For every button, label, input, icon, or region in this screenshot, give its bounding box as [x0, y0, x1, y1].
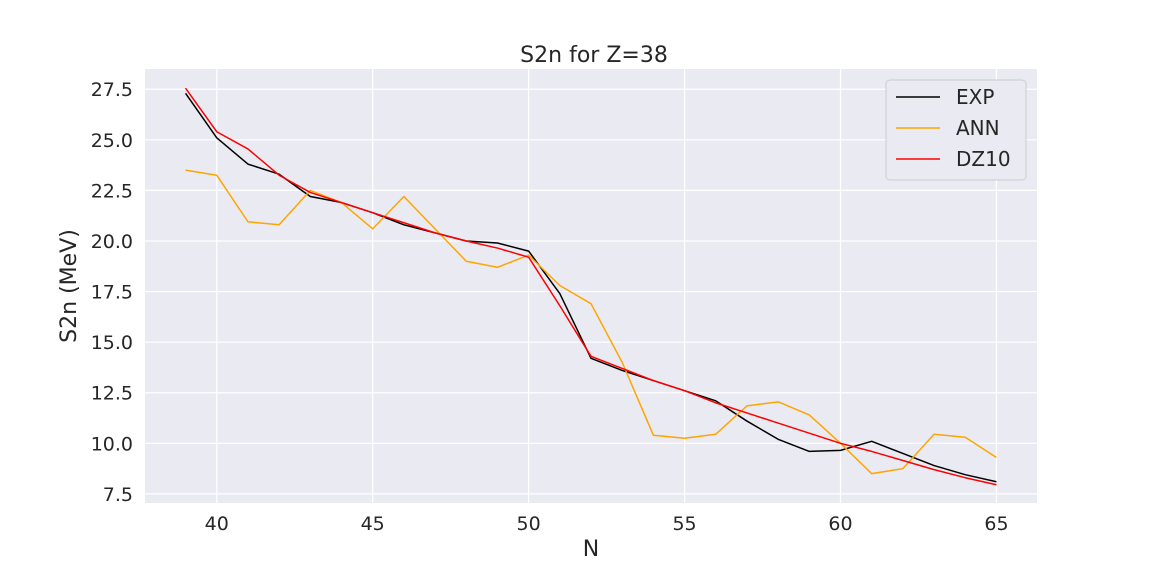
- x-tick-label: 65: [984, 513, 1008, 535]
- y-tick-label: 15.0: [91, 332, 133, 354]
- series-line-ann: [185, 169, 997, 475]
- y-tick-label: 20.0: [91, 231, 133, 253]
- x-axis-ticks: 40 45 50 55 60 65: [205, 513, 1009, 535]
- x-tick-label: 40: [205, 513, 229, 535]
- x-tick-label: 45: [361, 513, 385, 535]
- legend-label-exp: EXP: [956, 85, 994, 109]
- y-tick-label: 7.5: [103, 484, 133, 506]
- series-line-exp: [184, 92, 997, 483]
- y-tick-label: 17.5: [91, 282, 133, 304]
- x-tick-label: 60: [828, 513, 852, 535]
- y-axis-ticks: 7.5 10.0 12.5 15.0 17.5 20.0 22.5 25.0 27.5: [91, 79, 133, 506]
- y-tick-label: 10.0: [91, 433, 133, 455]
- legend-label-dz10: DZ10: [956, 147, 1011, 171]
- gridlines: [145, 69, 1037, 503]
- legend: EXP ANN DZ10: [885, 79, 1027, 181]
- chart-title: S2n for Z=38: [520, 43, 668, 68]
- y-tick-label: 22.5: [91, 180, 133, 202]
- series-layer: [184, 87, 997, 486]
- legend-label-ann: ANN: [956, 116, 1000, 140]
- x-tick-label: 50: [517, 513, 541, 535]
- y-tick-label: 25.0: [91, 130, 133, 152]
- y-tick-label: 12.5: [91, 383, 133, 405]
- x-tick-label: 55: [672, 513, 696, 535]
- series-line-dz10: [184, 87, 997, 486]
- y-tick-label: 27.5: [91, 79, 133, 101]
- x-axis-label: N: [583, 537, 599, 562]
- legend-box: [885, 79, 1027, 181]
- y-axis-label: S2n (MeV): [57, 229, 82, 343]
